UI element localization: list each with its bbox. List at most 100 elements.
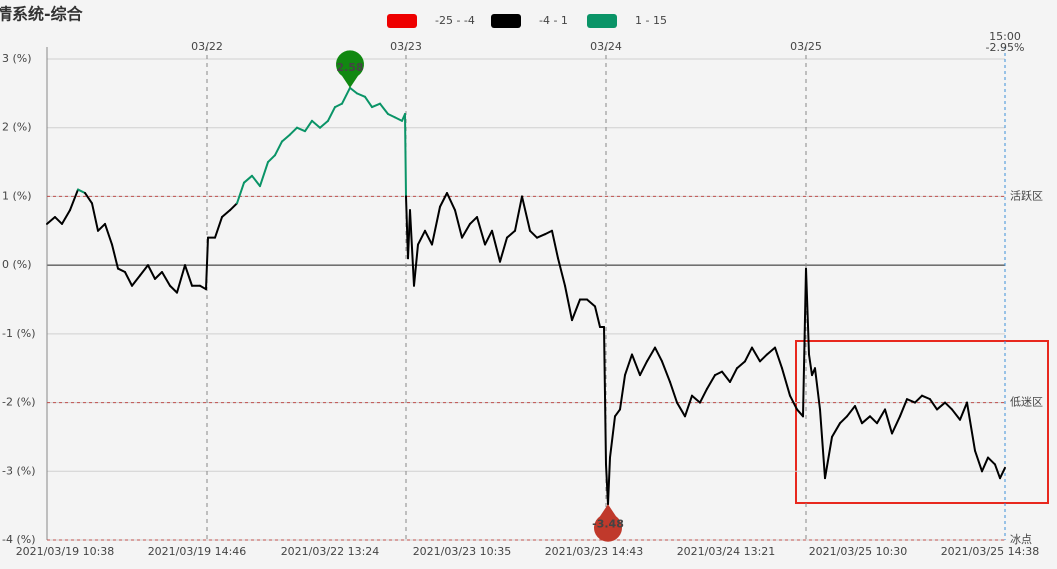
end-value: -2.95%: [986, 41, 1025, 54]
line-segment: [461, 222, 471, 239]
line-segment: [869, 415, 878, 425]
line-segment: [131, 274, 141, 287]
line-segment: [356, 92, 366, 98]
line-segment: [936, 401, 946, 411]
reference-label: 低迷区: [1010, 396, 1043, 409]
chart-title: 情系统-综合: [0, 5, 84, 24]
line-segment: [981, 456, 989, 473]
line-segment: [69, 188, 79, 212]
highlight-box: [795, 340, 1049, 504]
line-segment: [491, 229, 501, 263]
line-segment: [959, 401, 968, 421]
line-segment: [84, 191, 93, 205]
line-segment: [654, 346, 663, 363]
line-segment: [281, 133, 291, 143]
line-segment: [243, 174, 253, 184]
line-segment: [684, 394, 693, 418]
line-segment: [104, 222, 113, 246]
line-segment: [661, 360, 671, 383]
line-segment: [417, 229, 426, 246]
y-tick-label: -2 (%): [2, 396, 36, 409]
line-segment: [639, 360, 648, 377]
extreme-label: 2.58: [336, 61, 363, 74]
line-segment: [609, 415, 616, 459]
line-segment: [379, 102, 389, 115]
day-label: 03/24: [590, 40, 622, 53]
x-tick-label: 2021/03/23 14:43: [545, 545, 644, 558]
day-label: 03/22: [191, 40, 223, 53]
line-segment: [706, 374, 716, 390]
line-segment: [267, 154, 276, 164]
x-tick-label: 2021/03/25 14:38: [941, 545, 1040, 558]
line-segment: [914, 394, 923, 404]
line-segment: [751, 346, 761, 363]
line-segment: [147, 264, 156, 280]
line-segment: [669, 380, 678, 404]
line-segment: [364, 95, 373, 109]
line-segment: [551, 229, 559, 260]
line-segment: [796, 408, 804, 418]
line-segment: [564, 284, 573, 322]
line-segment: [808, 353, 813, 377]
line-segment: [446, 191, 456, 212]
legend-label: 1 - 15: [635, 14, 667, 27]
line-segment: [199, 284, 207, 291]
reference-label: 活跃区: [1010, 188, 1043, 202]
line-segment: [536, 233, 546, 239]
line-segment: [97, 222, 106, 232]
line-segment: [691, 394, 701, 404]
line-segment: [744, 346, 753, 363]
line-segment: [506, 229, 516, 239]
line-segment: [831, 422, 841, 438]
y-tick-label: -1 (%): [2, 327, 36, 340]
line-segment: [736, 360, 746, 370]
line-segment: [699, 387, 708, 404]
line-segment: [876, 408, 886, 425]
line-segment: [544, 229, 553, 236]
line-segment: [54, 216, 63, 225]
line-segment: [139, 264, 149, 277]
line-segment: [169, 284, 178, 294]
line-segment: [921, 394, 931, 401]
line-segment: [781, 367, 791, 397]
line-segment: [124, 271, 133, 287]
line-segment: [476, 216, 486, 246]
y-tick-label: 2 (%): [2, 121, 32, 134]
line-segment: [929, 398, 938, 411]
line-segment: [607, 456, 611, 506]
line-segment: [91, 202, 99, 232]
line-segment: [424, 229, 433, 246]
line-segment: [229, 202, 238, 212]
line-segment: [906, 398, 916, 404]
y-tick-label: -4 (%): [2, 533, 36, 546]
x-tick-label: 2021/03/19 10:38: [16, 545, 115, 558]
legend-swatch: [387, 14, 417, 28]
line-segment: [469, 216, 478, 225]
line-segment: [205, 236, 209, 291]
line-segment: [603, 325, 607, 466]
line-segment: [999, 466, 1006, 480]
line-segment: [899, 398, 908, 418]
line-segment: [161, 271, 171, 287]
line-segment: [994, 463, 1001, 480]
line-segment: [404, 112, 407, 198]
line-segment: [944, 401, 953, 411]
day-label: 03/25: [790, 40, 822, 53]
legend-label: -4 - 1: [539, 14, 568, 27]
line-segment: [409, 209, 415, 287]
line-segment: [341, 86, 351, 105]
line-segment: [624, 353, 633, 377]
line-segment: [819, 408, 826, 480]
line-segment: [951, 408, 961, 421]
line-segment: [46, 216, 56, 225]
line-segment: [759, 353, 768, 363]
line-segment: [721, 370, 731, 383]
reference-label: 冰点: [1010, 533, 1032, 546]
legend-swatch: [587, 14, 617, 28]
line-segment: [854, 405, 863, 425]
line-segment: [77, 188, 86, 194]
line-segment: [221, 209, 231, 219]
end-time: 15:00: [989, 30, 1021, 43]
line-segment: [619, 374, 626, 411]
x-tick-label: 2021/03/23 10:35: [413, 545, 512, 558]
